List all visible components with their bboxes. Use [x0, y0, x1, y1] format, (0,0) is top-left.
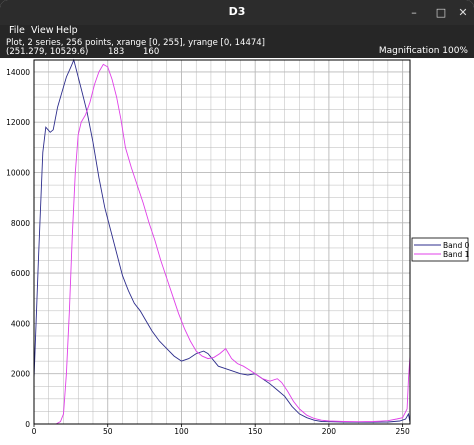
grid-lines — [33, 60, 410, 425]
y-tick-label: 8000 — [11, 219, 30, 228]
y-tick-label: 2000 — [11, 370, 30, 379]
info-bar: Plot, 2 series, 256 points, xrange [0, 2… — [0, 38, 474, 58]
cursor-coordinates: (251.279, 10529.6) — [6, 47, 89, 57]
legend-label-band0: Band 0 — [443, 241, 470, 250]
window-title: D3 — [228, 5, 246, 18]
x-tick-label: 200 — [322, 427, 337, 436]
x-tick-label: 150 — [248, 427, 263, 436]
legend: Band 0 Band 1 — [411, 237, 470, 262]
plot-frame — [33, 59, 411, 425]
series-lines — [33, 58, 411, 425]
x-tick-label: 0 — [32, 427, 37, 436]
y-tick-label: 0 — [25, 420, 30, 429]
y-tick-label: 14000 — [6, 68, 30, 77]
x-tick-label: 100 — [174, 427, 189, 436]
magnification-label: Magnification 100% — [378, 46, 468, 56]
x-tick-label: 250 — [395, 427, 410, 436]
cursor-value-b: 160 — [143, 47, 160, 57]
x-tick-label: 50 — [103, 427, 113, 436]
menu-help[interactable]: Help — [56, 25, 78, 36]
cursor-value-a: 183 — [108, 47, 125, 57]
series-line-band1 — [34, 63, 411, 425]
menu-bar: File View Help — [0, 25, 474, 38]
title-bar[interactable]: D3 – □ ✕ — [0, 0, 474, 25]
y-tick-label: 10000 — [6, 169, 30, 178]
minimize-button[interactable]: – — [411, 6, 417, 19]
plot-area[interactable]: 0 50 100 150 200 250 0 2000 4000 6000 8000 10000 120… — [0, 58, 474, 445]
legend-box — [411, 237, 469, 262]
y-tick-label: 6000 — [11, 269, 30, 278]
legend-label-band1: Band 1 — [443, 250, 470, 259]
line-chart[interactable]: 0 50 100 150 200 250 0 2000 4000 6000 8000 10000 120… — [0, 58, 474, 445]
close-button[interactable]: ✕ — [458, 6, 468, 19]
y-tick-label: 4000 — [11, 319, 30, 328]
menu-file[interactable]: File — [9, 25, 25, 36]
plot-summary: Plot, 2 series, 256 points, xrange [0, 2… — [6, 38, 265, 48]
series-line-band0 — [33, 58, 411, 423]
y-tick-label: 12000 — [6, 118, 30, 127]
axis-ticks: 0 50 100 150 200 250 0 2000 4000 6000 8000 10000 120… — [6, 68, 410, 436]
maximize-button[interactable]: □ — [435, 6, 447, 19]
menu-view[interactable]: View — [31, 25, 54, 36]
